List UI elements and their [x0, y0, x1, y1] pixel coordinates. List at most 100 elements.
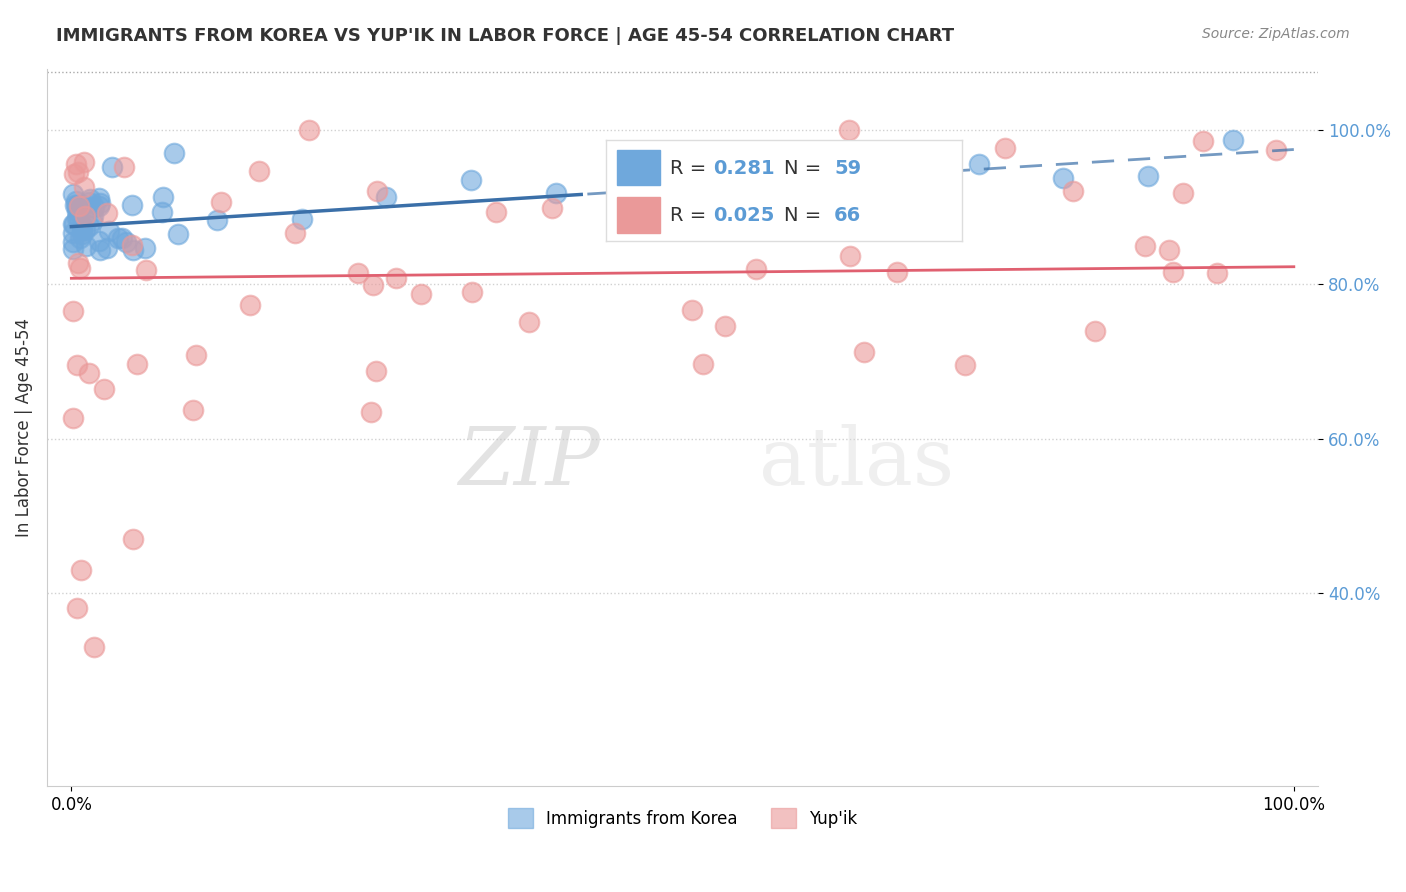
Point	[461, 285, 484, 300]
Point	[75, 239, 97, 253]
Point	[152, 190, 174, 204]
Point	[96, 206, 118, 220]
Point	[1191, 134, 1213, 148]
Point	[89, 244, 111, 258]
Point	[66, 204, 89, 219]
Point	[1222, 132, 1244, 146]
Point	[89, 195, 111, 210]
Point	[89, 191, 111, 205]
Y-axis label: In Labor Force | Age 45-54: In Labor Force | Age 45-54	[15, 318, 32, 537]
Point	[1135, 239, 1157, 253]
Point	[799, 175, 821, 189]
Text: atlas: atlas	[759, 424, 955, 502]
Point	[98, 224, 121, 238]
Legend: Immigrants from Korea, Yup'ik: Immigrants from Korea, Yup'ik	[501, 801, 865, 835]
Point	[62, 167, 84, 181]
Point	[66, 358, 89, 372]
Point	[115, 235, 138, 249]
Point	[665, 175, 688, 189]
Point	[79, 192, 101, 206]
Point	[1206, 266, 1229, 280]
Point	[167, 227, 190, 242]
Point	[181, 403, 204, 417]
Point	[366, 364, 388, 378]
Point	[205, 212, 228, 227]
Point	[838, 123, 860, 137]
Point	[62, 186, 84, 201]
Point	[714, 156, 737, 170]
Point	[82, 214, 104, 228]
Point	[967, 157, 990, 171]
Point	[460, 173, 482, 187]
Point	[87, 235, 110, 249]
Point	[66, 200, 89, 214]
Point	[485, 205, 508, 219]
Point	[65, 211, 87, 226]
Point	[1163, 265, 1185, 279]
Point	[384, 270, 406, 285]
Point	[66, 165, 89, 179]
Point	[89, 199, 111, 213]
Point	[872, 172, 894, 186]
Point	[77, 219, 100, 233]
Point	[65, 194, 87, 209]
Point	[75, 223, 97, 237]
Point	[787, 212, 810, 227]
Point	[107, 230, 129, 244]
Point	[67, 256, 90, 270]
Point	[853, 344, 876, 359]
Point	[121, 198, 143, 212]
Point	[67, 199, 90, 213]
Text: ZIP: ZIP	[458, 425, 600, 502]
Text: IMMIGRANTS FROM KOREA VS YUP'IK IN LABOR FORCE | AGE 45-54 CORRELATION CHART: IMMIGRANTS FROM KOREA VS YUP'IK IN LABOR…	[56, 27, 955, 45]
Point	[125, 357, 148, 371]
Text: Source: ZipAtlas.com: Source: ZipAtlas.com	[1202, 27, 1350, 41]
Point	[247, 163, 270, 178]
Point	[77, 366, 100, 380]
Point	[65, 198, 87, 212]
Point	[1062, 184, 1084, 198]
Point	[908, 170, 931, 185]
Point	[1171, 186, 1194, 201]
Point	[721, 205, 744, 219]
Point	[953, 358, 976, 372]
Point	[121, 243, 143, 257]
Point	[1052, 170, 1074, 185]
Point	[112, 160, 135, 174]
Point	[70, 219, 93, 233]
Point	[66, 198, 89, 212]
Point	[681, 303, 703, 318]
Point	[1137, 169, 1160, 183]
Point	[83, 640, 105, 654]
Point	[163, 145, 186, 160]
Point	[73, 180, 96, 194]
Point	[93, 382, 115, 396]
Point	[73, 154, 96, 169]
Point	[360, 405, 382, 419]
Point	[67, 212, 90, 227]
Point	[540, 201, 562, 215]
Point	[122, 532, 145, 546]
Point	[70, 563, 93, 577]
Point	[544, 186, 567, 201]
Point	[65, 198, 87, 212]
Point	[62, 217, 84, 231]
Point	[628, 181, 651, 195]
Point	[65, 157, 87, 171]
Point	[517, 315, 540, 329]
Point	[1083, 324, 1105, 338]
Point	[409, 286, 432, 301]
Point	[994, 141, 1017, 155]
Point	[69, 230, 91, 244]
Point	[62, 226, 84, 240]
Point	[692, 357, 714, 371]
Point	[73, 210, 96, 224]
Point	[134, 241, 156, 255]
Point	[375, 190, 398, 204]
Point	[66, 601, 89, 615]
Point	[100, 160, 122, 174]
Point	[82, 209, 104, 223]
Point	[96, 241, 118, 255]
Point	[62, 235, 84, 249]
Point	[886, 265, 908, 279]
